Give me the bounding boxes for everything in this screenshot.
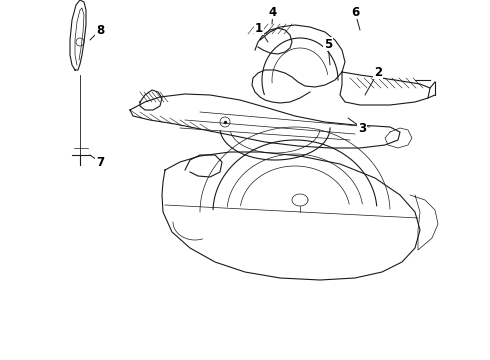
Text: 7: 7 (90, 155, 104, 168)
Text: 8: 8 (90, 23, 104, 40)
Text: 2: 2 (365, 66, 382, 95)
Text: 4: 4 (269, 5, 277, 24)
Text: 3: 3 (348, 118, 366, 135)
Text: 6: 6 (351, 5, 360, 30)
Text: 1: 1 (255, 22, 268, 42)
Text: 5: 5 (324, 37, 332, 65)
